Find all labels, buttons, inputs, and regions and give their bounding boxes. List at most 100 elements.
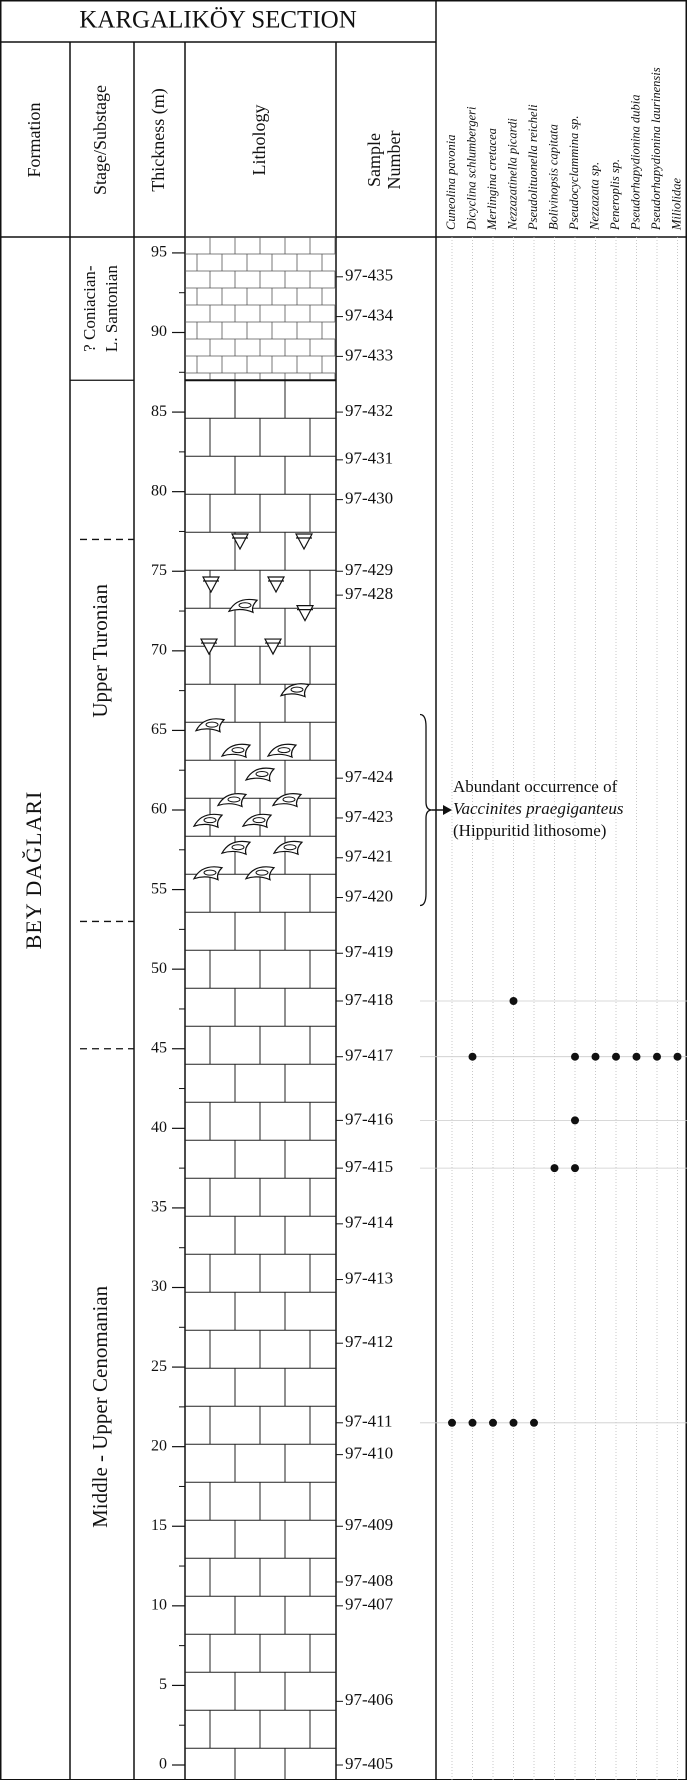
rudist-symbol xyxy=(244,866,276,881)
annotation-line: (Hippuritid lithosome) xyxy=(453,821,606,840)
occurrence-dot xyxy=(653,1052,661,1061)
occurrence-dot xyxy=(468,1052,477,1061)
sample-label: 97-424 xyxy=(345,767,394,786)
stage-name: Middle - Upper Cenomanian xyxy=(88,1285,112,1528)
sample-label: 97-433 xyxy=(345,345,393,364)
sample-label: 97-412 xyxy=(345,1332,393,1351)
brace xyxy=(419,713,433,907)
thickness-label: 75 xyxy=(151,562,167,579)
sample-label: 97-407 xyxy=(345,1595,394,1614)
occurrence-dot xyxy=(571,1164,579,1173)
sample-label: 97-430 xyxy=(345,489,393,508)
rudist-symbol xyxy=(203,817,217,824)
stage-name: Upper Turonian xyxy=(88,584,112,718)
occurrence-dot xyxy=(550,1164,559,1173)
taxon-name: Merlingina cretacea xyxy=(485,128,499,231)
sample-label: 97-417 xyxy=(345,1046,394,1065)
rudist-symbol xyxy=(192,866,224,881)
sample-label: 97-431 xyxy=(345,449,393,468)
arrow-head xyxy=(443,805,452,815)
rudist-symbol xyxy=(252,817,266,824)
sample-label: 97-432 xyxy=(345,401,393,420)
stage-name: L. Santonian xyxy=(102,265,121,352)
thickness-label: 40 xyxy=(151,1119,167,1136)
sample-label: 97-411 xyxy=(345,1412,393,1431)
occurrence-dot xyxy=(509,1418,518,1427)
rudist-symbol xyxy=(220,840,252,856)
occurrence-dot xyxy=(612,1052,620,1061)
rudist-symbol xyxy=(241,813,273,829)
cone-symbol xyxy=(200,638,218,656)
sample-label: 97-415 xyxy=(345,1157,393,1176)
column-header: Stage/Substage xyxy=(90,85,110,195)
column-header: Lithology xyxy=(249,105,269,176)
taxon-name: Pseudolituonella reicheli xyxy=(526,104,540,231)
column-header: Thickness (m) xyxy=(148,88,169,191)
thickness-label: 25 xyxy=(151,1358,167,1375)
cone-symbol xyxy=(202,576,220,594)
rudist-symbol xyxy=(231,844,245,851)
taxon-name: Pseudorhapydionina laurinensis xyxy=(649,67,663,231)
occurrence-dot xyxy=(509,997,518,1005)
thickness-label: 5 xyxy=(159,1676,167,1693)
sample-label: 97-406 xyxy=(345,1690,393,1709)
cone-symbol xyxy=(267,576,285,594)
thickness-label: 10 xyxy=(151,1597,167,1614)
sample-label: 97-409 xyxy=(345,1515,393,1534)
column-header: Number xyxy=(384,131,404,190)
sample-label: 97-416 xyxy=(345,1109,393,1128)
taxon-name: Nezzazatinella picardi xyxy=(505,118,519,231)
rudist-symbol xyxy=(192,813,224,829)
rudist-symbol xyxy=(205,721,219,728)
thickness-label: 45 xyxy=(151,1039,167,1056)
rudist-symbol xyxy=(283,844,297,851)
thickness-label: 0 xyxy=(159,1756,167,1773)
stage-name: ? Coniacian- xyxy=(80,265,99,352)
cone-symbol xyxy=(231,533,249,551)
occurrence-dot xyxy=(530,1418,538,1427)
taxon-name: Pseudocyclammina sp. xyxy=(567,115,581,231)
thickness-label: 95 xyxy=(151,244,167,261)
rudist-symbol xyxy=(227,598,259,614)
occurrence-dot xyxy=(468,1418,477,1427)
thickness-label: 50 xyxy=(151,960,167,977)
sample-label: 97-408 xyxy=(345,1571,393,1590)
sample-label: 97-413 xyxy=(345,1268,393,1287)
thickness-label: 55 xyxy=(151,880,167,897)
sample-label: 97-423 xyxy=(345,807,393,826)
sample-label: 97-419 xyxy=(345,942,393,961)
rudist-symbol xyxy=(290,686,304,693)
occurrence-dot xyxy=(591,1052,600,1061)
thickness-label: 35 xyxy=(151,1199,167,1216)
taxon-name: Miliolidae xyxy=(669,177,683,231)
sample-label: 97-414 xyxy=(345,1213,394,1232)
title: KARGALIKÖY SECTION xyxy=(79,7,357,34)
rudist-symbol xyxy=(203,869,217,876)
rudist-symbol xyxy=(282,796,296,803)
occurrence-dot xyxy=(571,1116,579,1125)
occurrence-dot xyxy=(489,1418,497,1427)
cone-symbol xyxy=(296,605,314,622)
rudist-symbol xyxy=(216,793,248,808)
thickness-label: 30 xyxy=(151,1278,167,1295)
taxon-name: Nezzazata sp. xyxy=(587,162,601,231)
rudist-symbol xyxy=(271,793,303,808)
thickness-label: 65 xyxy=(151,721,167,738)
sample-label: 97-428 xyxy=(345,584,393,603)
sample-label: 97-405 xyxy=(345,1754,393,1773)
rudist-symbol xyxy=(272,840,304,856)
thickness-label: 85 xyxy=(151,403,167,420)
occurrence-dot xyxy=(632,1052,641,1061)
formation-name: BEY DAĞLARI xyxy=(21,791,46,950)
rudist-symbol xyxy=(277,747,291,754)
annotation-line: Vaccinites praegiganteus xyxy=(453,799,624,818)
rudist-symbol xyxy=(244,767,276,783)
thickness-label: 15 xyxy=(151,1517,167,1534)
occurrence-dot xyxy=(571,1052,579,1061)
rudist-symbol xyxy=(279,683,311,698)
thickness-label: 20 xyxy=(151,1437,167,1454)
sample-label: 97-421 xyxy=(345,847,393,866)
taxon-name: Peneroplis sp. xyxy=(608,159,622,231)
rudist-symbol xyxy=(255,869,269,876)
